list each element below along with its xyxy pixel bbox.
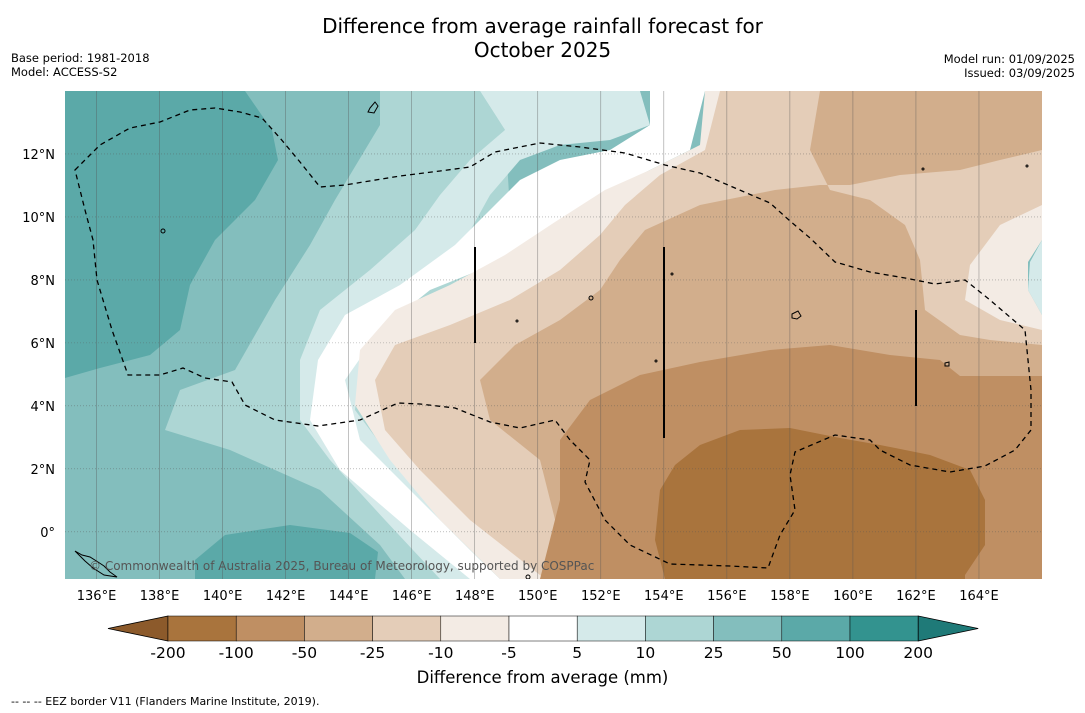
meta-left: Base period: 1981-2018 Model: ACCESS-S2 xyxy=(11,51,150,79)
colorbar-swatch xyxy=(304,615,373,642)
colorbar-swatch xyxy=(849,615,919,642)
colorbar-level-label: -10 xyxy=(428,644,453,662)
lon-tick-label: 154°E xyxy=(644,589,684,604)
island-small-2 xyxy=(515,319,519,323)
island-small-5 xyxy=(1025,164,1029,168)
colorbar-swatch xyxy=(372,615,442,642)
lon-tick-label: 138°E xyxy=(140,589,180,604)
island-pohnpei xyxy=(791,310,802,320)
lon-tick-label: 160°E xyxy=(833,589,873,604)
colorbar-swatch xyxy=(235,615,305,642)
gridlines xyxy=(65,91,1042,579)
colorbar-swatch xyxy=(576,615,646,642)
colorbar-title: Difference from average (mm) xyxy=(416,668,669,687)
island-small-6 xyxy=(525,574,531,579)
eez-border-palau-fsm xyxy=(74,107,1032,569)
colorbar-level-label: -25 xyxy=(360,644,385,662)
eez-borders xyxy=(74,107,1032,569)
lon-tick-label: 142°E xyxy=(266,589,306,604)
lon-tick-label: 158°E xyxy=(770,589,810,604)
colorbar-under-arrow xyxy=(107,615,169,642)
colorbar-level-label: 200 xyxy=(903,644,933,662)
colorbar-level-label: -5 xyxy=(501,644,516,662)
lon-tick-label: 162°E xyxy=(896,589,936,604)
island-small-4 xyxy=(921,167,925,171)
issued-date: Issued: 03/09/2025 xyxy=(964,66,1075,80)
colorbar-swatch xyxy=(508,615,578,642)
lon-tick-label: 164°E xyxy=(959,589,999,604)
axis-labels: 136°E 138°E 140°E 142°E 144°E 146°E 148°E 150°E… xyxy=(22,148,999,604)
island-yap xyxy=(160,228,166,234)
lat-tick-label: 10°N xyxy=(22,211,55,226)
lat-tick-label: 4°N xyxy=(31,400,56,415)
colorbar-level-label: -50 xyxy=(292,644,317,662)
island-kosrae xyxy=(944,361,950,367)
contour-neutral xyxy=(310,91,705,579)
lon-tick-label: 146°E xyxy=(392,589,432,604)
model-run: Model run: 01/09/2025 xyxy=(943,52,1075,66)
island-guam xyxy=(367,101,379,114)
colorbar-over-arrow xyxy=(917,615,979,642)
title-line-2: October 2025 xyxy=(473,38,612,62)
islands xyxy=(74,101,1029,579)
copyright-text: © Commonwealth of Australia 2025, Bureau… xyxy=(89,559,594,573)
colorbar-swatch xyxy=(645,615,714,642)
contour-5-10 xyxy=(300,91,650,579)
model-name: Model: ACCESS-S2 xyxy=(11,65,118,79)
title-line-1: Difference from average rainfall forecas… xyxy=(322,14,763,38)
island-new-guinea-north xyxy=(74,550,118,578)
base-period: Base period: 1981-2018 xyxy=(11,51,150,65)
lon-tick-label: 150°E xyxy=(518,589,558,604)
colorbar-level-label: 5 xyxy=(572,644,582,662)
lat-tick-label: 6°N xyxy=(31,337,56,352)
colorbar-swatch xyxy=(440,615,510,642)
colorbar: -200 -100 -50 -25 -10 -5 5 10 25 50 100 200 xyxy=(107,615,979,662)
lon-tick-label: 152°E xyxy=(581,589,621,604)
colorbar-level-label: 10 xyxy=(636,644,656,662)
meta-right: Model run: 01/09/2025 Issued: 03/09/2025 xyxy=(944,52,1075,80)
lat-tick-label: 8°N xyxy=(31,274,56,289)
lat-tick-label: 12°N xyxy=(22,148,55,163)
colorbar-level-label: 100 xyxy=(835,644,865,662)
island-small-3 xyxy=(654,359,658,363)
lon-tick-label: 140°E xyxy=(203,589,243,604)
contour-field xyxy=(65,91,1042,579)
colorbar-swatch xyxy=(167,615,237,642)
colorbar-level-label: -200 xyxy=(150,644,185,662)
island-small-1 xyxy=(670,272,674,276)
colorbar-swatch xyxy=(713,615,783,642)
contour-50-100-west xyxy=(65,91,278,378)
lon-tick-label: 144°E xyxy=(329,589,369,604)
colorbar-level-label: 25 xyxy=(704,644,724,662)
contour-50-100-south xyxy=(195,525,378,579)
contour-minus100-200 xyxy=(655,428,985,579)
lon-tick-label: 156°E xyxy=(707,589,747,604)
map-title: Difference from average rainfall forecas… xyxy=(0,14,1085,62)
boundary-lines xyxy=(474,247,917,438)
island-chuuk xyxy=(588,295,594,301)
colorbar-swatch xyxy=(781,615,851,642)
lat-tick-label: 2°N xyxy=(31,463,56,478)
colorbar-level-label: 50 xyxy=(772,644,792,662)
eez-legend-note: -- -- -- EEZ border V11 (Flanders Marine… xyxy=(11,695,320,708)
lon-tick-label: 148°E xyxy=(455,589,495,604)
lon-tick-label: 136°E xyxy=(77,589,117,604)
colorbar-level-label: -100 xyxy=(219,644,254,662)
lat-tick-label: 0° xyxy=(40,526,55,541)
